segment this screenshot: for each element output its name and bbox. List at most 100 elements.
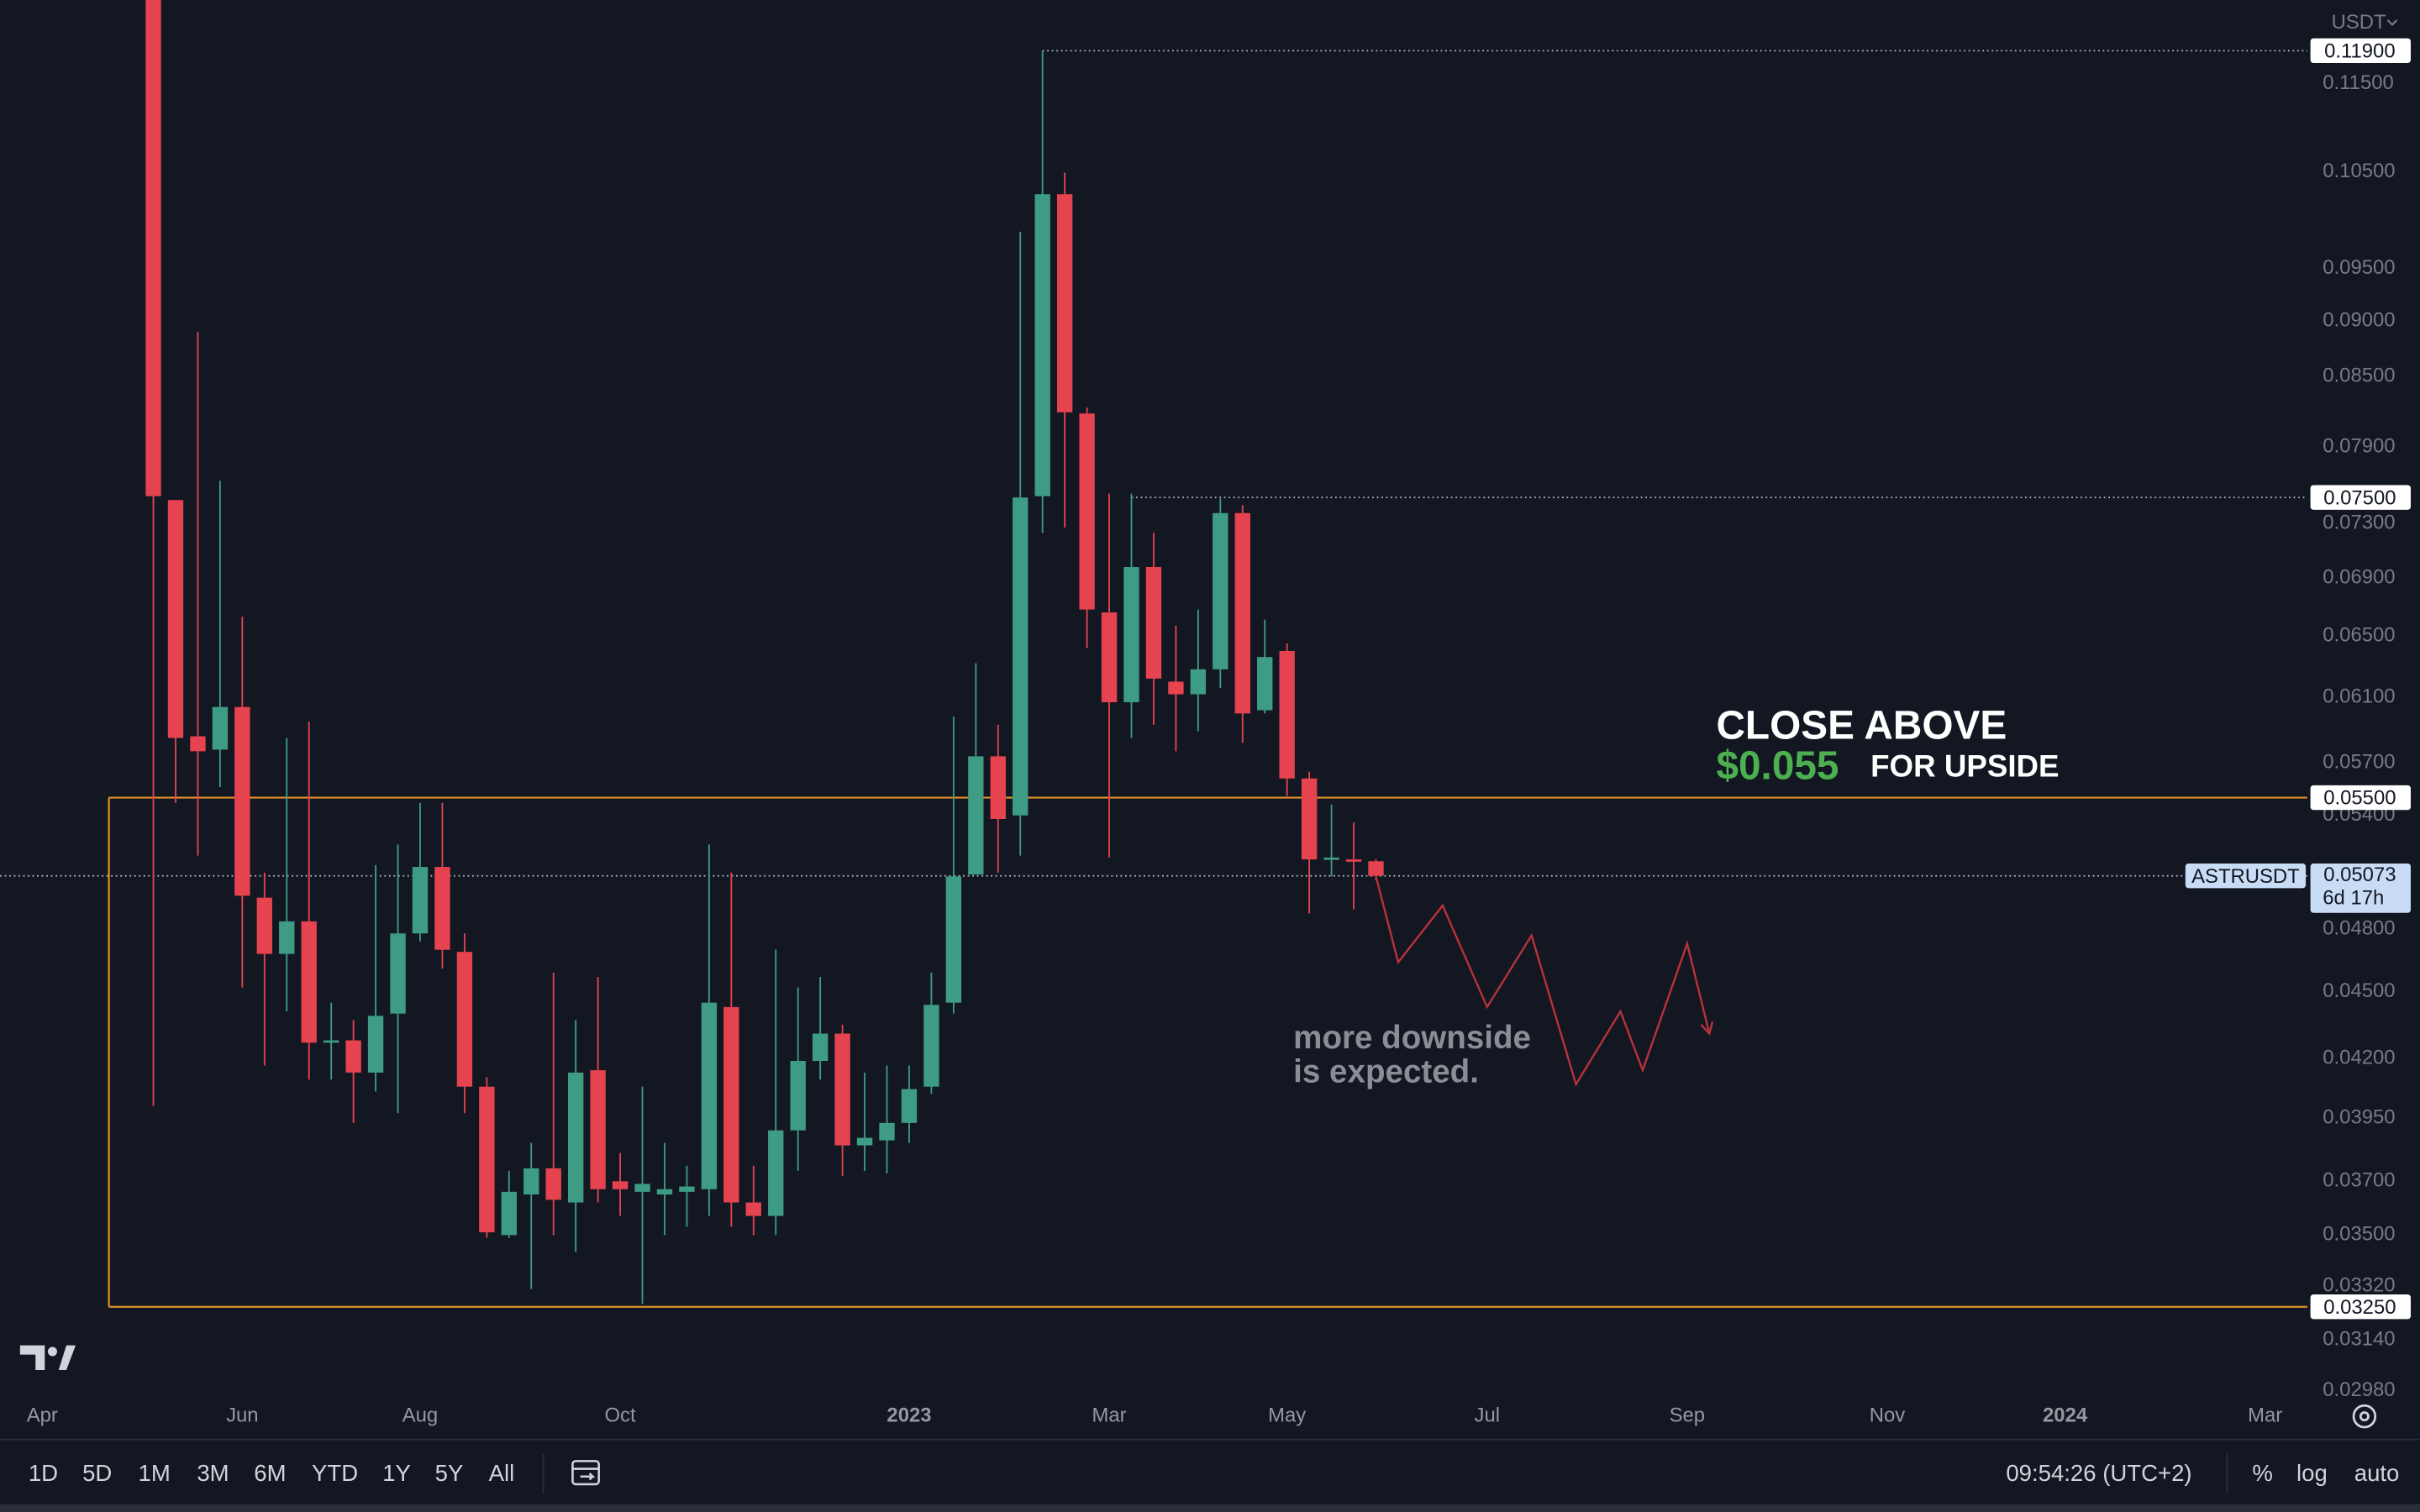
level-label: 0.11900 bbox=[2324, 40, 2395, 63]
candle-body bbox=[1034, 194, 1050, 496]
candle-body bbox=[634, 1184, 650, 1192]
annotation-title: CLOSE ABOVE bbox=[1716, 704, 2007, 748]
x-tick-label: 2023 bbox=[886, 1404, 931, 1426]
candle-body bbox=[812, 1033, 829, 1062]
candle-body bbox=[145, 0, 161, 496]
candle-body bbox=[345, 1040, 361, 1073]
level-label: 0.03250 bbox=[2323, 1296, 2396, 1319]
candle-body bbox=[1101, 612, 1118, 702]
candle-body bbox=[923, 1005, 939, 1087]
candle-body bbox=[501, 1191, 517, 1236]
annotation-note: is expected. bbox=[1293, 1054, 1479, 1090]
level-label: 0.05500 bbox=[2323, 787, 2396, 810]
candle-body bbox=[1213, 512, 1228, 669]
price-axis: 0.11500 0.10500 0.09500 0.09000 0.08500 0.079… bbox=[2185, 38, 2411, 1401]
candle-body bbox=[768, 1130, 784, 1216]
symbol-label: ASTRUSDT bbox=[2191, 865, 2300, 888]
candle-body bbox=[1345, 859, 1362, 862]
candle-body bbox=[367, 1016, 384, 1073]
countdown: 6d 17h bbox=[2323, 887, 2384, 910]
range-button[interactable]: 1Y bbox=[382, 1460, 411, 1486]
bottom-strip bbox=[0, 1504, 2420, 1512]
candle-body bbox=[1056, 194, 1073, 412]
x-tick-label: Nov bbox=[1870, 1404, 1906, 1426]
currency-caret bbox=[2386, 19, 2398, 26]
level-label-box bbox=[2310, 485, 2411, 510]
candle-body bbox=[1168, 681, 1184, 695]
candle-body bbox=[723, 1006, 739, 1203]
y-tick-label: 0.04500 bbox=[2323, 979, 2395, 1002]
candle-body bbox=[279, 921, 295, 954]
candle-body bbox=[212, 706, 229, 750]
y-tick-label: 0.03950 bbox=[2323, 1105, 2395, 1128]
candle-body bbox=[612, 1181, 629, 1189]
candle-body bbox=[434, 867, 450, 950]
candle-body bbox=[390, 933, 406, 1014]
last-price-box bbox=[2310, 864, 2411, 913]
plot-area bbox=[0, 0, 2307, 1308]
annotation-subtitle: FOR UPSIDE bbox=[1870, 748, 2059, 783]
candle-body bbox=[456, 952, 473, 1087]
candle-body bbox=[1368, 861, 1384, 876]
y-tick-label: 0.11500 bbox=[2323, 71, 2393, 94]
candle-body bbox=[1145, 567, 1162, 679]
x-tick-label: 2024 bbox=[2043, 1404, 2088, 1426]
range-button[interactable]: 1D bbox=[29, 1460, 58, 1486]
range-button[interactable]: 5Y bbox=[435, 1460, 464, 1486]
settings-icon[interactable] bbox=[2352, 1404, 2377, 1429]
percent-toggle[interactable]: % bbox=[2252, 1460, 2273, 1486]
candle-body bbox=[1301, 778, 1318, 860]
x-tick-label: Mar bbox=[2248, 1404, 2282, 1426]
x-tick-label: Sep bbox=[1670, 1404, 1705, 1426]
range-button[interactable]: 3M bbox=[197, 1460, 229, 1486]
candle-body bbox=[1257, 657, 1273, 711]
projection-line bbox=[1375, 876, 1711, 1087]
candle-body bbox=[479, 1086, 495, 1233]
candle-body bbox=[167, 500, 184, 738]
y-tick-label: 0.02980 bbox=[2323, 1378, 2395, 1401]
x-tick-label: Apr bbox=[27, 1404, 58, 1426]
range-button[interactable]: 6M bbox=[254, 1460, 286, 1486]
candle-body bbox=[590, 1070, 606, 1189]
calendar-icon[interactable] bbox=[571, 1460, 600, 1486]
candle-body bbox=[856, 1137, 873, 1146]
projection-arrow bbox=[1700, 1021, 1714, 1036]
candle-body bbox=[656, 1189, 673, 1194]
range-button[interactable]: All bbox=[489, 1460, 515, 1486]
annotation-note: more downside bbox=[1293, 1020, 1531, 1056]
candle-body bbox=[1234, 512, 1250, 714]
y-tick-label: 0.08500 bbox=[2323, 364, 2395, 386]
auto-toggle[interactable]: auto bbox=[2354, 1460, 2400, 1486]
annotation-price: $0.055 bbox=[1716, 743, 1839, 788]
candle-body bbox=[1079, 413, 1095, 610]
candle-body bbox=[790, 1061, 806, 1131]
candle-body bbox=[901, 1089, 918, 1123]
y-tick-label: 0.07300 bbox=[2323, 512, 2395, 534]
candle-body bbox=[256, 897, 272, 954]
range-button[interactable]: YTD bbox=[312, 1460, 358, 1486]
y-tick-label: 0.06100 bbox=[2323, 685, 2395, 708]
currency[interactable]: USDT bbox=[2332, 11, 2386, 34]
x-tick-label: Oct bbox=[605, 1404, 636, 1426]
level-label-box bbox=[2310, 38, 2411, 64]
y-tick-label: 0.04200 bbox=[2323, 1047, 2395, 1069]
candle-body bbox=[990, 756, 1006, 819]
candle-body bbox=[412, 867, 429, 934]
candle-body bbox=[567, 1072, 584, 1203]
y-tick-label: 0.10500 bbox=[2323, 160, 2395, 182]
y-tick-label: 0.05700 bbox=[2323, 751, 2395, 774]
level-label: 0.07500 bbox=[2323, 486, 2396, 509]
level-label-box bbox=[2310, 1294, 2411, 1320]
candle-body bbox=[545, 1168, 561, 1200]
range-button[interactable]: 1M bbox=[139, 1460, 171, 1486]
candle-body bbox=[1190, 669, 1207, 695]
log-toggle[interactable]: log bbox=[2296, 1460, 2328, 1486]
x-tick-label: Mar bbox=[1092, 1404, 1127, 1426]
range-button[interactable]: 5D bbox=[82, 1460, 112, 1486]
x-tick-label: Jul bbox=[1475, 1404, 1500, 1426]
y-tick-label: 0.03700 bbox=[2323, 1169, 2395, 1192]
candle-body bbox=[1013, 497, 1028, 816]
y-tick-label: 0.03500 bbox=[2323, 1223, 2395, 1246]
x-tick-label: May bbox=[1268, 1404, 1306, 1426]
